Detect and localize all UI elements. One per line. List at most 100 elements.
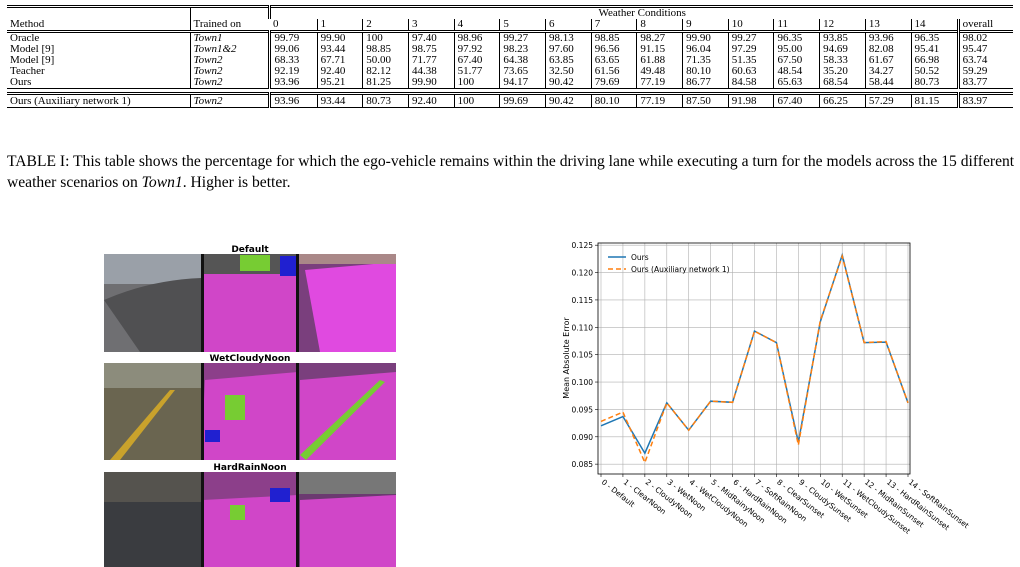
image-title: Default [231, 245, 269, 255]
table-cell: 82.08 [864, 44, 912, 55]
header-cell: Method [10, 18, 45, 30]
table-cell: 67.40 [453, 55, 500, 66]
table-cell: Teacher [10, 65, 45, 77]
table-row: Teacher Town2 92.19 92.40 82.12 44.38 51.77 73.… [7, 66, 1013, 77]
header-cell: 7 [590, 19, 637, 32]
table-cell: 44.38 [407, 66, 455, 77]
header-row: 0 1 2 3 4 5 6 7 8 9 10 11 12 13 14 overall [7, 19, 1013, 32]
image-title: WetCloudyNoon [210, 354, 291, 364]
table-cell: 96.04 [682, 44, 729, 55]
legend-label: Ours (Auxiliary network 1) [631, 265, 730, 274]
table-cell: 80.10 [682, 66, 729, 77]
table-cell: 99.27 [727, 31, 774, 44]
table-cell: 99.90 [316, 31, 363, 44]
table-cell: 91.15 [636, 44, 683, 55]
header-cell: 6 [545, 19, 592, 32]
header-cell: 4 [453, 19, 500, 32]
table-cell: 84.58 [727, 77, 774, 89]
y-tick-label: 0.110 [572, 323, 594, 332]
y-tick-label: 0.100 [572, 378, 594, 387]
table-cell: Ours (Auxiliary network 1) [10, 95, 131, 107]
table-cell: 82.12 [362, 66, 409, 77]
table-cell: 92.40 [407, 93, 455, 108]
table-cell: 92.19 [268, 66, 318, 77]
table-cell: 79.69 [590, 77, 637, 89]
table-cell: 96.35 [910, 31, 959, 44]
table-cell: 66.25 [819, 93, 866, 108]
table-cell: Model [9] [10, 43, 55, 55]
table-cell: 51.77 [453, 66, 500, 77]
table-cell: 94.17 [499, 77, 546, 89]
table-cell: 98.75 [407, 44, 455, 55]
table-cell: 83.97 [956, 93, 1013, 108]
table-cell: 90.42 [545, 77, 592, 89]
table-cell: 93.96 [268, 93, 318, 108]
table-cell: 65.63 [773, 77, 820, 89]
table-cell: 92.40 [316, 66, 363, 77]
table-cell: 61.67 [864, 55, 912, 66]
table-cell: 66.98 [910, 55, 959, 66]
table-row: Model [9] Town2 68.33 67.71 50.00 71.77 67.40 6… [7, 55, 1013, 66]
header-cell: Weather Conditions [268, 6, 1013, 19]
table-cell: 67.40 [773, 93, 820, 108]
table-cell: 93.96 [864, 31, 912, 44]
table-body: Oracle Town1 99.79 99.90 100 97.40 98.96 99.27 9… [7, 31, 1013, 89]
table-cell: 96.56 [590, 44, 637, 55]
table-cell: 97.92 [453, 44, 500, 55]
table-cell: 99.90 [407, 77, 455, 89]
table-cell: 34.27 [864, 66, 912, 77]
table-cell: 67.50 [773, 55, 820, 66]
caption-text: . Higher is better. [182, 174, 291, 191]
table-cell: 98.85 [362, 44, 409, 55]
data-line [600, 253, 909, 465]
table-cell: 32.50 [545, 66, 592, 77]
table-cell: Ours [10, 76, 32, 88]
table-cell: 97.29 [727, 44, 774, 55]
table-cell: 91.98 [727, 93, 774, 108]
table-cell: 86.77 [682, 77, 729, 89]
table-cell: 77.19 [636, 77, 683, 89]
table-row: Oracle Town1 99.79 99.90 100 97.40 98.96 99.27 9… [7, 31, 1013, 44]
table-cell: Town2 [189, 93, 270, 108]
table-cell: 64.38 [499, 55, 546, 66]
table-cell: 95.47 [956, 44, 1013, 55]
y-tick-label: 0.120 [572, 269, 594, 278]
table-cell: 95.21 [316, 77, 363, 89]
header-cell: 8 [636, 19, 683, 32]
table-cell: Town2 [189, 77, 270, 89]
table-cell: 51.35 [727, 55, 774, 66]
header-row: Method Trained on Weather Conditions [7, 6, 1013, 32]
caption-text: TABLE I: This table shows the percentage… [7, 153, 1015, 191]
table-cell: 90.42 [545, 93, 592, 108]
table-cell: Town1 [189, 31, 270, 44]
table-row: Ours (Auxiliary network 1) Town2 93.96 93.4… [7, 93, 1013, 108]
table-cell: 93.44 [316, 93, 363, 108]
table-cell: 100 [453, 77, 500, 89]
table-cell: 98.13 [545, 31, 592, 44]
table-cell: 68.33 [268, 55, 318, 66]
table-cell: 93.44 [316, 44, 363, 55]
image-panel [104, 254, 396, 352]
table-cell: 61.56 [590, 66, 637, 77]
y-tick-label: 0.115 [572, 296, 594, 305]
table-cell: 95.41 [910, 44, 959, 55]
header-cell: 12 [819, 19, 866, 32]
table-cell: 59.29 [956, 66, 1013, 77]
header-cell: 5 [499, 19, 546, 32]
table-cell: 73.65 [499, 66, 546, 77]
table-cell: 83.77 [956, 77, 1013, 89]
table-cell: 71.77 [407, 55, 455, 66]
table-cell: 67.71 [316, 55, 363, 66]
header-cell: 9 [682, 19, 729, 32]
table-cell: 99.27 [499, 31, 546, 44]
table-cell: Oracle [10, 32, 40, 44]
table-cell: 100 [453, 93, 500, 108]
table-row: Model [9] Town1&2 99.06 93.44 98.85 98.75 97.9… [7, 44, 1013, 55]
table-cell: 98.96 [453, 31, 500, 44]
table-cell: Town2 [189, 66, 270, 77]
header-cell: 10 [727, 19, 774, 32]
table-body: Ours (Auxiliary network 1) Town2 93.96 93.4… [7, 93, 1013, 108]
table-cell: 99.69 [499, 93, 546, 108]
